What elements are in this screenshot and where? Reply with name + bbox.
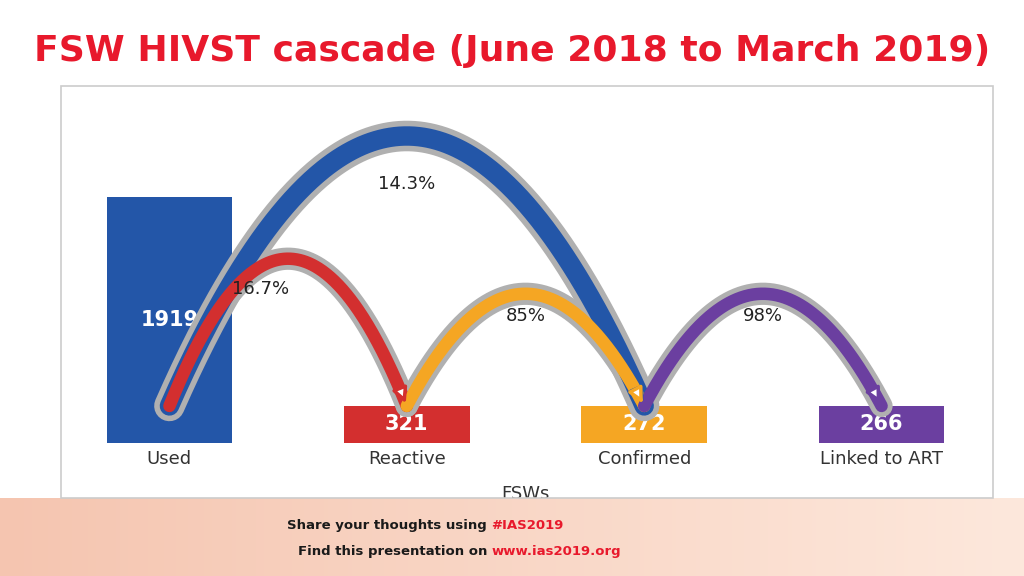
Text: Share your thoughts using: Share your thoughts using xyxy=(287,519,492,532)
Bar xyxy=(582,406,707,443)
Text: www.ias2019.org: www.ias2019.org xyxy=(492,545,622,558)
Text: 85%: 85% xyxy=(506,306,546,325)
Text: FSW HIVST cascade (June 2018 to March 2019): FSW HIVST cascade (June 2018 to March 20… xyxy=(34,33,990,68)
Text: Find this presentation on: Find this presentation on xyxy=(298,545,492,558)
Text: 14.3%: 14.3% xyxy=(378,175,435,193)
Bar xyxy=(819,406,944,443)
Bar xyxy=(344,406,470,443)
Bar xyxy=(106,198,232,443)
Text: Reactive: Reactive xyxy=(368,450,445,468)
Text: 266: 266 xyxy=(860,414,903,434)
Text: 98%: 98% xyxy=(742,306,783,325)
Text: 16.7%: 16.7% xyxy=(231,281,289,298)
Text: 1919: 1919 xyxy=(140,310,199,330)
Text: 272: 272 xyxy=(623,414,666,434)
Text: #IAS2019: #IAS2019 xyxy=(492,519,564,532)
Text: Confirmed: Confirmed xyxy=(597,450,691,468)
Text: Linked to ART: Linked to ART xyxy=(820,450,943,468)
Text: FSWs: FSWs xyxy=(502,485,550,503)
Text: 321: 321 xyxy=(385,414,429,434)
Text: Used: Used xyxy=(146,450,191,468)
